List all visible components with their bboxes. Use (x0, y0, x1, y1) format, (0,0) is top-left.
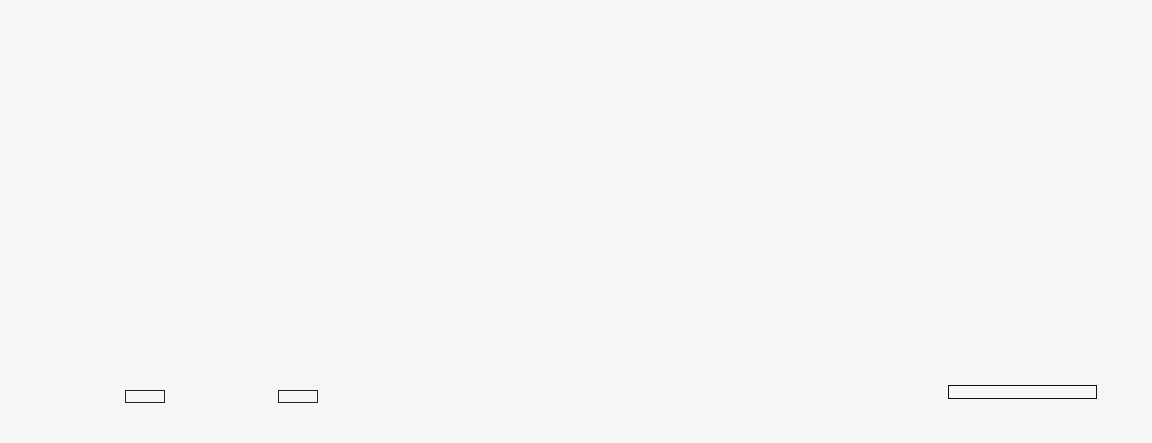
forecast-plot (125, 98, 1095, 358)
cloud-density-colorbar (948, 385, 1097, 399)
showers-legend-swatch (278, 390, 318, 403)
precipitation-legend-swatch (125, 390, 165, 403)
